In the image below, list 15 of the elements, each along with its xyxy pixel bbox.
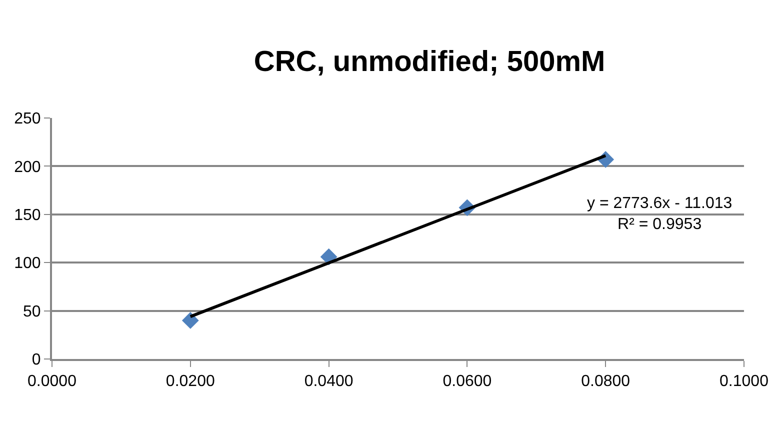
point <box>182 312 199 329</box>
y-tick-label: 100 <box>14 255 41 272</box>
y-tick-label: 0 <box>32 352 41 369</box>
x-tick-label: 0.0000 <box>28 373 77 390</box>
y-tick-label: 200 <box>14 158 41 176</box>
y-tick-label: 150 <box>14 207 41 224</box>
x-tick-label: 0.0200 <box>166 373 215 390</box>
x-tick-label: 0.0400 <box>304 373 354 390</box>
chart-title: CRC, unmodified; 500mM <box>254 46 606 78</box>
x-tick-label: 0.0600 <box>442 373 492 390</box>
annotation: y = 2773.6x - 11.013 R² = 0.9953 <box>587 195 732 233</box>
y-tick-label: 50 <box>23 303 41 320</box>
x-tick-label: 0.1000 <box>720 373 769 390</box>
y-tick-label: 250 <box>14 110 41 128</box>
x-tick-label: 0.0800 <box>581 373 630 390</box>
